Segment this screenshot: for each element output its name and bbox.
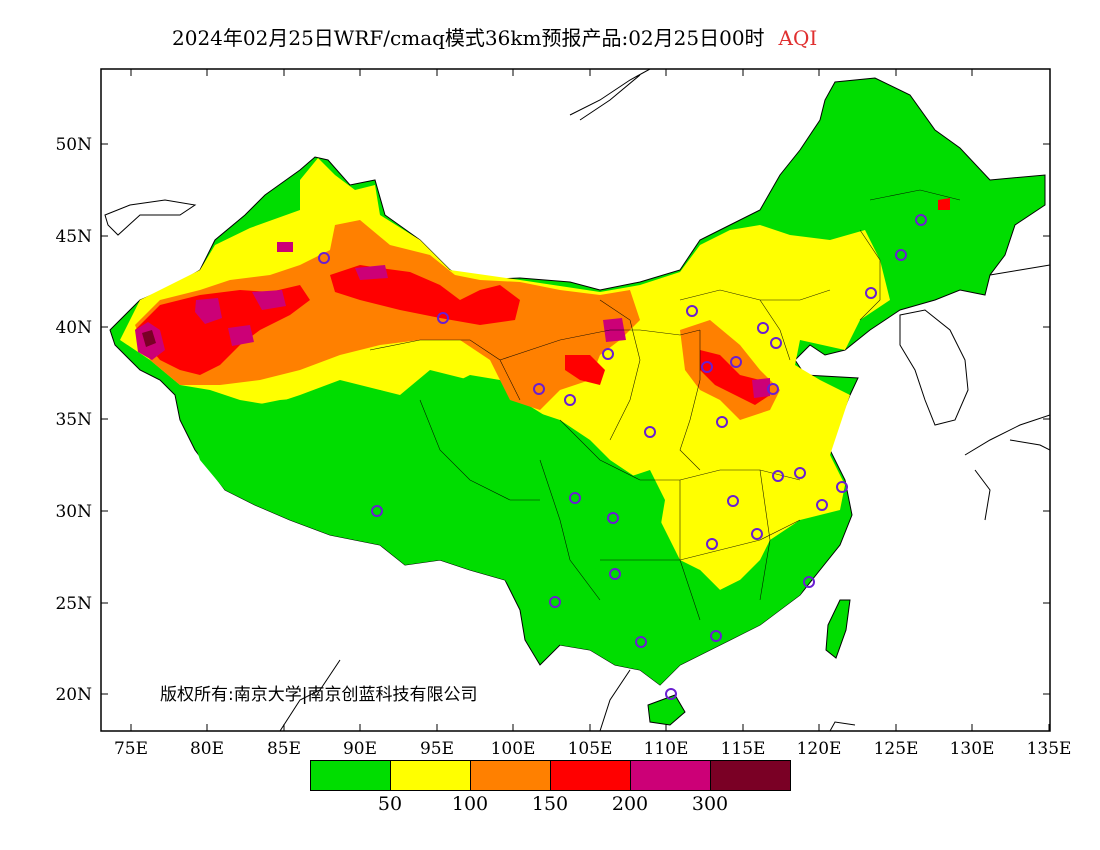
station-marker [701,361,713,373]
legend-label: 100 [451,793,489,815]
legend-label: 150 [531,793,569,815]
aqi-region-red-harbin [938,198,950,210]
lat-label: 20N [55,685,92,705]
aqi-region-green-plateau [190,375,665,600]
station-marker [772,470,784,482]
station-marker [803,576,815,588]
lat-label: 35N [55,410,92,430]
station-marker [371,505,383,517]
aqi-region-red-huabei [700,350,770,405]
lon-label: 130E [950,739,995,759]
lat-ticks [101,143,1050,695]
aqi-region-red-north [330,265,520,325]
aqi-region-green-south [545,560,820,685]
station-marker [706,538,718,550]
title-text: 2024年02月25日WRF/cmaq模式36km预报产品:02月25日00时 [172,26,765,50]
lon-label: 75E [114,739,148,759]
aqi-region-purple-hotan [195,298,222,324]
station-marker [564,394,576,406]
coastline-taiwan [825,599,851,659]
legend-swatch-200-300 [630,760,711,791]
coastline-baikal [569,69,651,121]
copyright-text: 版权所有:南京大学|南京创蓝科技有限公司 [160,685,478,705]
legend-swatch-300-plus [710,760,791,791]
coastline-sakhalin [989,264,1050,276]
lon-label: 80E [190,739,224,759]
coastline-korea [899,309,969,426]
station-marker [727,495,739,507]
station-marker [635,636,647,648]
station-marker [549,596,561,608]
lon-label: 115E [721,739,766,759]
station-marker [836,481,848,493]
station-marker [816,499,828,511]
station-marker [602,348,614,360]
legend-label: 300 [691,793,729,815]
station-marker [569,492,581,504]
lon-label: 125E [874,739,919,759]
aqi-region-maroon-kashgar [142,330,156,347]
lon-label: 110E [644,739,689,759]
lat-label: 25N [55,594,92,614]
coastline-hainan [647,694,686,726]
station-marker [318,252,330,264]
aqi-region-purple-aksu [228,325,254,346]
legend-swatch-50-100 [390,760,471,791]
station-marker [915,214,927,226]
map-frame [100,68,1051,732]
aqi-region-purple-korla [355,265,388,280]
aqi-region-purple-yining [252,290,286,310]
coastline-indochina [279,659,856,731]
lon-label: 90E [343,739,377,759]
station-marker [716,416,728,428]
lon-label: 95E [420,739,454,759]
aqi-region-red-gansu [565,355,605,385]
lon-label: 105E [568,739,613,759]
station-marker [644,426,656,438]
map-area [104,69,1050,731]
station-marker [865,287,877,299]
station-marker [895,249,907,261]
coastline-caspian [104,199,197,236]
lon-ticks [130,69,1050,731]
lat-label: 40N [55,318,92,338]
aqi-region-orange-west [135,220,640,410]
title-variable: AQI [778,26,818,50]
lat-label: 50N [55,135,92,155]
station-marker [730,356,742,368]
legend-swatch-100-150 [470,760,551,791]
legend-label: 200 [611,793,649,815]
legend-label: 50 [377,793,403,815]
legend-swatch-0-50 [310,760,391,791]
station-marker [533,383,545,395]
station-marker [609,568,621,580]
aqi-region-purple-handan [752,378,770,398]
station-marker [794,467,806,479]
station-marker [770,337,782,349]
lat-label: 30N [55,502,92,522]
station-markers [318,214,927,700]
lon-label: 120E [797,739,842,759]
station-marker [437,312,449,324]
map-title: 2024年02月25日WRF/cmaq模式36km预报产品:02月25日00时 A… [172,22,817,51]
lon-label: 135E [1027,739,1072,759]
coastline-japan [964,414,1050,521]
province-borders [369,189,961,621]
lon-label: 85E [267,739,301,759]
station-marker [686,305,698,317]
station-marker [757,322,769,334]
lon-label: 100E [491,739,536,759]
station-marker [767,383,779,395]
station-marker [607,512,619,524]
aqi-region-purple-urumqi [277,242,293,252]
legend-swatch-150-200 [550,760,631,791]
station-marker [710,630,722,642]
station-marker [665,688,677,700]
lat-label: 45N [55,227,92,247]
station-marker [751,528,763,540]
